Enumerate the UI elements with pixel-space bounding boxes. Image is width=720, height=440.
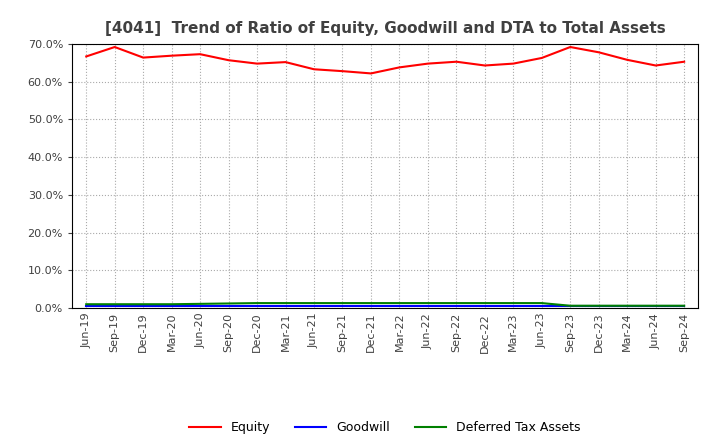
- Equity: [423, 61, 432, 66]
- Deferred Tax Assets: [509, 301, 518, 306]
- Goodwill: [423, 304, 432, 309]
- Deferred Tax Assets: [480, 301, 489, 306]
- Equity: [338, 69, 347, 74]
- Deferred Tax Assets: [366, 301, 375, 306]
- Equity: [310, 66, 318, 72]
- Equity: [480, 63, 489, 68]
- Deferred Tax Assets: [167, 301, 176, 307]
- Goodwill: [652, 304, 660, 309]
- Equity: [225, 58, 233, 63]
- Deferred Tax Assets: [423, 301, 432, 306]
- Goodwill: [139, 304, 148, 309]
- Goodwill: [338, 304, 347, 309]
- Equity: [395, 65, 404, 70]
- Goodwill: [253, 304, 261, 309]
- Equity: [566, 44, 575, 50]
- Goodwill: [623, 304, 631, 309]
- Equity: [366, 71, 375, 76]
- Equity: [652, 63, 660, 68]
- Goodwill: [537, 304, 546, 309]
- Equity: [509, 61, 518, 66]
- Deferred Tax Assets: [282, 301, 290, 306]
- Goodwill: [566, 304, 575, 309]
- Equity: [196, 51, 204, 57]
- Goodwill: [196, 304, 204, 309]
- Goodwill: [82, 304, 91, 309]
- Deferred Tax Assets: [253, 301, 261, 306]
- Equity: [595, 50, 603, 55]
- Deferred Tax Assets: [139, 301, 148, 307]
- Goodwill: [480, 304, 489, 309]
- Goodwill: [110, 304, 119, 309]
- Equity: [680, 59, 688, 64]
- Goodwill: [225, 304, 233, 309]
- Goodwill: [310, 304, 318, 309]
- Goodwill: [509, 304, 518, 309]
- Deferred Tax Assets: [110, 301, 119, 307]
- Goodwill: [395, 304, 404, 309]
- Goodwill: [282, 304, 290, 309]
- Legend: Equity, Goodwill, Deferred Tax Assets: Equity, Goodwill, Deferred Tax Assets: [184, 416, 586, 439]
- Goodwill: [452, 304, 461, 309]
- Title: [4041]  Trend of Ratio of Equity, Goodwill and DTA to Total Assets: [4041] Trend of Ratio of Equity, Goodwil…: [105, 21, 665, 36]
- Goodwill: [366, 304, 375, 309]
- Deferred Tax Assets: [680, 303, 688, 308]
- Deferred Tax Assets: [338, 301, 347, 306]
- Deferred Tax Assets: [82, 301, 91, 307]
- Deferred Tax Assets: [452, 301, 461, 306]
- Deferred Tax Assets: [395, 301, 404, 306]
- Line: Equity: Equity: [86, 47, 684, 73]
- Deferred Tax Assets: [623, 303, 631, 308]
- Goodwill: [167, 304, 176, 309]
- Deferred Tax Assets: [196, 301, 204, 307]
- Deferred Tax Assets: [225, 301, 233, 306]
- Deferred Tax Assets: [537, 301, 546, 306]
- Equity: [110, 44, 119, 50]
- Deferred Tax Assets: [595, 303, 603, 308]
- Goodwill: [595, 304, 603, 309]
- Equity: [537, 55, 546, 61]
- Equity: [139, 55, 148, 60]
- Equity: [82, 54, 91, 59]
- Goodwill: [680, 304, 688, 309]
- Equity: [282, 59, 290, 65]
- Deferred Tax Assets: [310, 301, 318, 306]
- Equity: [452, 59, 461, 64]
- Equity: [253, 61, 261, 66]
- Deferred Tax Assets: [566, 303, 575, 308]
- Equity: [167, 53, 176, 59]
- Equity: [623, 57, 631, 62]
- Line: Deferred Tax Assets: Deferred Tax Assets: [86, 303, 684, 306]
- Deferred Tax Assets: [652, 303, 660, 308]
